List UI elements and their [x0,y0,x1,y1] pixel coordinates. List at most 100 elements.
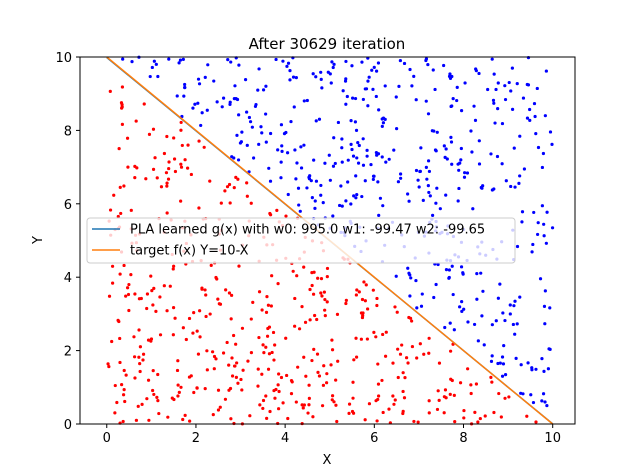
red-point [149,274,153,278]
red-point [138,345,142,349]
red-point [364,283,368,287]
blue-point [294,76,298,80]
blue-point [443,325,447,330]
red-point [402,396,407,400]
blue-point [374,94,378,99]
blue-point [357,143,361,148]
red-point [281,401,285,405]
red-point [107,294,112,298]
red-point [249,351,254,355]
red-point [138,369,142,374]
blue-point [232,156,236,160]
red-point [323,308,327,312]
red-point [396,347,400,351]
blue-point [481,289,485,293]
red-point [224,288,228,292]
red-point [177,390,181,394]
red-point [211,350,215,354]
red-point [469,391,473,396]
red-point [310,283,314,288]
blue-point [434,201,438,205]
red-point [192,390,196,395]
red-point [180,143,184,148]
blue-point [424,58,428,63]
blue-point [500,162,504,166]
blue-point [494,87,498,92]
red-point [212,367,216,371]
blue-point [381,204,385,208]
red-point [474,382,479,386]
red-point [295,274,299,278]
blue-point [327,153,331,157]
blue-point [215,100,219,104]
blue-point [461,272,465,276]
red-point [146,338,151,342]
red-point [230,356,234,360]
red-point [393,398,397,402]
blue-point [544,241,548,245]
blue-point [548,306,552,310]
red-point [159,185,164,189]
red-point [120,122,124,127]
blue-point [352,194,356,198]
blue-point [476,339,480,343]
blue-point [541,151,546,156]
red-point [232,333,236,338]
blue-point [445,157,449,161]
red-point [116,214,120,219]
red-point [401,371,405,375]
blue-point [243,78,248,82]
red-point [154,309,158,313]
blue-point [384,160,388,164]
blue-point [540,399,544,403]
red-point [138,362,142,366]
red-point [232,186,236,190]
red-point [166,177,171,181]
blue-point [472,104,476,108]
blue-point [328,72,332,76]
red-point [165,211,169,215]
red-point [352,358,356,362]
red-point [452,393,456,397]
blue-point [510,66,514,70]
x-tick-label: 0 [103,431,111,446]
red-point [153,156,157,160]
red-point [179,128,183,132]
blue-point [414,278,418,283]
red-point [122,184,126,188]
blue-point [245,143,249,147]
red-point [214,275,218,280]
red-point [330,348,335,352]
blue-point [518,295,522,299]
blue-point [448,72,452,76]
blue-point [538,277,543,281]
blue-point [349,202,353,206]
red-point [408,316,413,320]
blue-point [286,61,291,65]
red-point [302,265,306,269]
red-point [359,337,363,341]
red-point [354,355,359,359]
red-point [270,350,274,355]
blue-point [205,108,209,112]
red-point [381,332,385,337]
blue-point [372,65,376,69]
red-point [291,269,295,273]
red-point [137,355,141,359]
red-point [277,407,281,411]
blue-point [351,154,356,158]
red-point [363,418,367,422]
red-point [435,407,440,412]
blue-point [489,359,494,363]
red-point [107,364,111,369]
red-point [125,286,130,290]
red-point [462,416,466,420]
blue-point [245,110,249,114]
blue-point [130,60,134,64]
red-point [276,282,280,286]
blue-point [511,322,515,327]
blue-point [338,203,342,208]
blue-point [414,98,418,102]
blue-point [332,62,336,66]
